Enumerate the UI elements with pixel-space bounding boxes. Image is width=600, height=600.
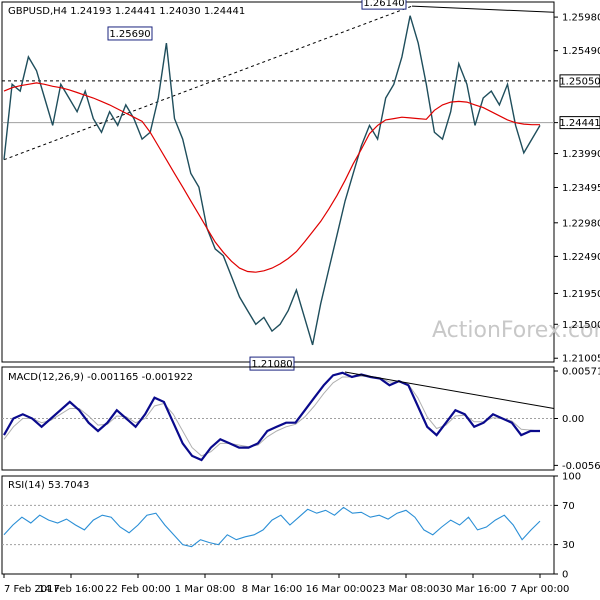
price-tag-box xyxy=(559,74,600,88)
x-tick-label: 8 Mar 16:00 xyxy=(242,584,302,595)
annotation-box xyxy=(107,26,153,41)
trendline-dashed xyxy=(3,5,413,161)
price-panel-frame xyxy=(1,1,555,363)
x-tick-label: 7 Apr 00:00 xyxy=(511,584,570,595)
price-axis-tick-label: 1.21500 xyxy=(562,320,600,331)
annotation-label: 1.25690 xyxy=(109,29,150,40)
rsi-axis-tick-label: 70 xyxy=(562,501,575,512)
price-tag-label: 1.24441 xyxy=(559,118,600,129)
annotation-box xyxy=(361,0,407,10)
price-axis-tick-label: 1.21950 xyxy=(562,289,600,300)
trendline-upper xyxy=(411,5,555,13)
rsi-title: RSI(14) 53.7043 xyxy=(8,480,89,491)
macd-main-series xyxy=(3,371,540,462)
macd-axis-tick-label: 0.005717 xyxy=(562,367,600,378)
price-tag-box xyxy=(559,116,600,130)
rsi-axis-tick-label: 0 xyxy=(562,570,568,581)
price-tag-label: 1.25050 xyxy=(559,76,600,87)
macd-signal-series xyxy=(3,375,541,457)
price-panel: ActionForex.com GBPUSD,H4 1.24193 1.24441… xyxy=(1,0,600,371)
price-title: GBPUSD,H4 1.24193 1.24441 1.24030 1.2444… xyxy=(8,6,245,17)
rsi-series xyxy=(3,506,541,548)
macd-trendline xyxy=(344,371,555,410)
price-axis-tick-label: 1.23495 xyxy=(562,183,600,194)
price-axis-tick-label: 1.22490 xyxy=(562,252,600,263)
moving-average-series xyxy=(3,82,540,273)
watermark: ActionForex.com xyxy=(432,318,600,343)
x-tick-label: 14 Feb 16:00 xyxy=(38,584,104,595)
x-tick-label: 22 Feb 00:00 xyxy=(105,584,171,595)
x-tick-label: 1 Mar 08:00 xyxy=(175,584,235,595)
price-axis-tick-label: 1.21005 xyxy=(562,354,600,365)
rsi-panel-frame xyxy=(1,475,555,575)
price-axis-tick-label: 1.23990 xyxy=(562,149,600,160)
rsi-axis-tick-label: 30 xyxy=(562,540,575,551)
macd-axis-tick-label: -0.005645 xyxy=(562,461,600,472)
price-series xyxy=(3,15,541,346)
rsi-panel: RSI(14) 53.7043 100 70 30 0 xyxy=(1,472,581,581)
price-axis-tick-label: 1.25490 xyxy=(562,46,600,57)
price-axis-tick-label: 1.25980 xyxy=(562,13,600,24)
macd-title: MACD(12,26,9) -0.001165 -0.001922 xyxy=(8,372,193,383)
x-tick-label: 30 Mar 16:00 xyxy=(440,584,507,595)
rsi-axis-tick-label: 100 xyxy=(562,472,581,483)
macd-panel: MACD(12,26,9) -0.001165 -0.001922 0.00571… xyxy=(1,366,600,472)
price-axis-tick-label: 1.22980 xyxy=(562,218,600,229)
macd-axis-tick-label: 0.00 xyxy=(562,414,584,425)
x-tick-label: 7 Feb 2017 xyxy=(4,584,60,595)
annotation-label: 1.26140 xyxy=(363,0,404,9)
annotation-label: 1.21080 xyxy=(251,359,292,370)
x-tick-label: 23 Mar 08:00 xyxy=(373,584,440,595)
x-tick-label: 16 Mar 00:00 xyxy=(306,584,373,595)
